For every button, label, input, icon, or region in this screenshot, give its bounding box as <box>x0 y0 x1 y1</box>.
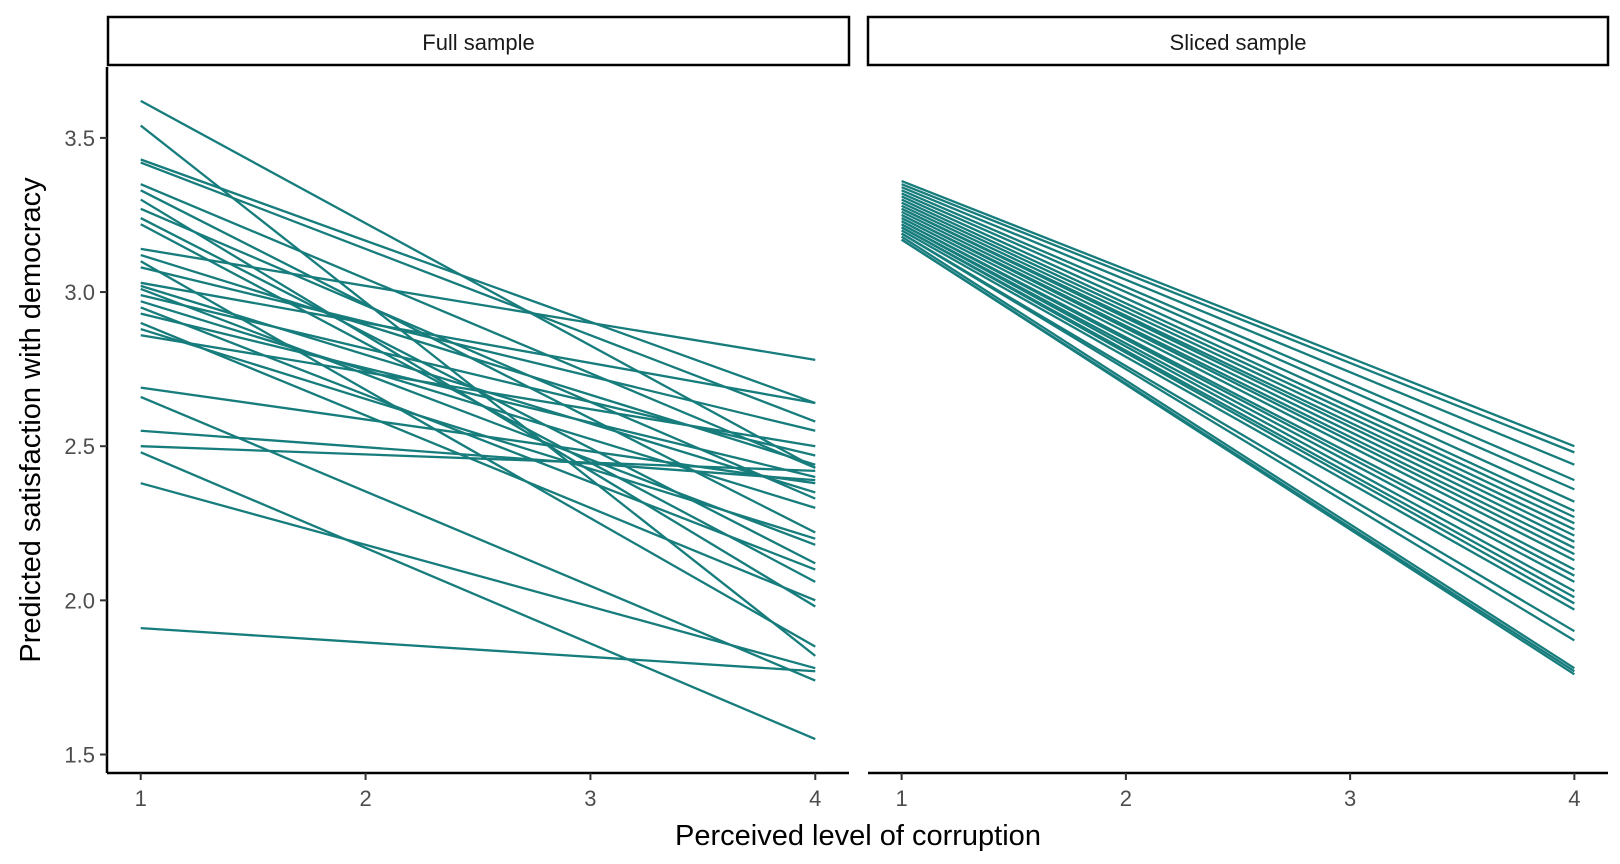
x-tick-label: 4 <box>809 786 821 811</box>
series-line-full-sample-22 <box>140 321 816 602</box>
series-line-sliced-sample-2 <box>901 183 1575 454</box>
series-line-full-sample-24 <box>140 334 816 448</box>
series-line-sliced-sample-18 <box>901 223 1575 583</box>
strip-box-full-sample <box>106 15 851 67</box>
y-tick-label: 3.0 <box>64 280 95 305</box>
series-line-full-sample-3 <box>140 158 816 405</box>
series-line-sliced-sample-24 <box>901 232 1575 642</box>
series-line-full-sample-4 <box>140 161 816 423</box>
strip-box-sliced-sample <box>866 15 1610 67</box>
series-line-full-sample-23 <box>140 327 816 540</box>
x-tick-label: 1 <box>135 786 147 811</box>
y-tick-label: 3.5 <box>64 126 95 151</box>
y-axis-ticks: 1.5 2.0 2.5 3.0 3.5 <box>64 126 107 768</box>
series-line-sliced-sample-27 <box>901 238 1575 676</box>
panel-full-sample-lines <box>140 99 816 741</box>
series-line-full-sample-6 <box>140 189 816 534</box>
x-tick-label: 3 <box>584 786 596 811</box>
series-line-sliced-sample-4 <box>901 189 1575 482</box>
series-line-sliced-sample-15 <box>901 217 1575 562</box>
series-line-full-sample-10 <box>140 223 816 583</box>
series-line-sliced-sample-3 <box>901 186 1575 466</box>
series-line-full-sample-19 <box>140 300 816 509</box>
series-line-full-sample-27 <box>140 429 816 482</box>
series-line-sliced-sample-8 <box>901 201 1575 519</box>
series-line-full-sample-20 <box>140 306 816 571</box>
series-line-sliced-sample-12 <box>901 210 1575 543</box>
series-line-full-sample-31 <box>140 626 816 673</box>
series-line-sliced-sample-9 <box>901 204 1575 525</box>
y-tick-label: 2.0 <box>64 588 95 613</box>
strip-label-sliced-sample: Sliced sample <box>1170 30 1307 55</box>
series-line-full-sample-21 <box>140 312 816 479</box>
series-line-sliced-sample-5 <box>901 192 1575 491</box>
series-line-full-sample-14 <box>140 266 816 432</box>
series-line-full-sample-29 <box>140 451 816 741</box>
series-line-sliced-sample-25 <box>901 235 1575 670</box>
series-line-sliced-sample-14 <box>901 213 1575 556</box>
y-axis-title: Predicted satisfaction with democracy <box>15 177 47 663</box>
series-line-sliced-sample-21 <box>901 226 1575 605</box>
series-line-full-sample-28 <box>140 445 816 473</box>
series-line-full-sample-13 <box>140 260 816 648</box>
series-line-full-sample-11 <box>140 247 816 362</box>
panel-sliced-sample-lines <box>901 180 1575 676</box>
series-line-sliced-sample-6 <box>901 195 1575 503</box>
series-line-sliced-sample-1 <box>901 180 1575 448</box>
x-axis-ticks-full-sample: 1 2 3 4 <box>135 773 821 811</box>
x-tick-label: 4 <box>1568 786 1580 811</box>
series-line-full-sample-1 <box>140 99 816 469</box>
x-tick-label: 1 <box>896 786 908 811</box>
series-line-full-sample-17 <box>140 287 816 546</box>
series-line-sliced-sample-23 <box>901 232 1575 633</box>
series-line-sliced-sample-17 <box>901 220 1575 577</box>
series-line-sliced-sample-7 <box>901 198 1575 512</box>
y-tick-label: 1.5 <box>64 743 95 768</box>
x-tick-label: 3 <box>1344 786 1356 811</box>
series-line-full-sample-5 <box>140 183 816 469</box>
series-line-full-sample-26 <box>140 395 816 682</box>
x-axis-title: Perceived level of corruption <box>675 820 1041 852</box>
series-line-sliced-sample-19 <box>901 223 1575 593</box>
series-line-full-sample-15 <box>140 281 816 405</box>
x-tick-label: 2 <box>1120 786 1132 811</box>
series-line-sliced-sample-11 <box>901 207 1575 537</box>
x-axis-ticks-sliced-sample: 1 2 3 4 <box>896 773 1580 811</box>
series-line-full-sample-30 <box>140 482 816 670</box>
y-tick-label: 2.5 <box>64 434 95 459</box>
strip-label-full-sample: Full sample <box>422 30 534 55</box>
series-line-sliced-sample-22 <box>901 229 1575 611</box>
series-line-full-sample-16 <box>140 284 816 494</box>
x-tick-label: 2 <box>359 786 371 811</box>
series-line-full-sample-18 <box>140 294 816 457</box>
